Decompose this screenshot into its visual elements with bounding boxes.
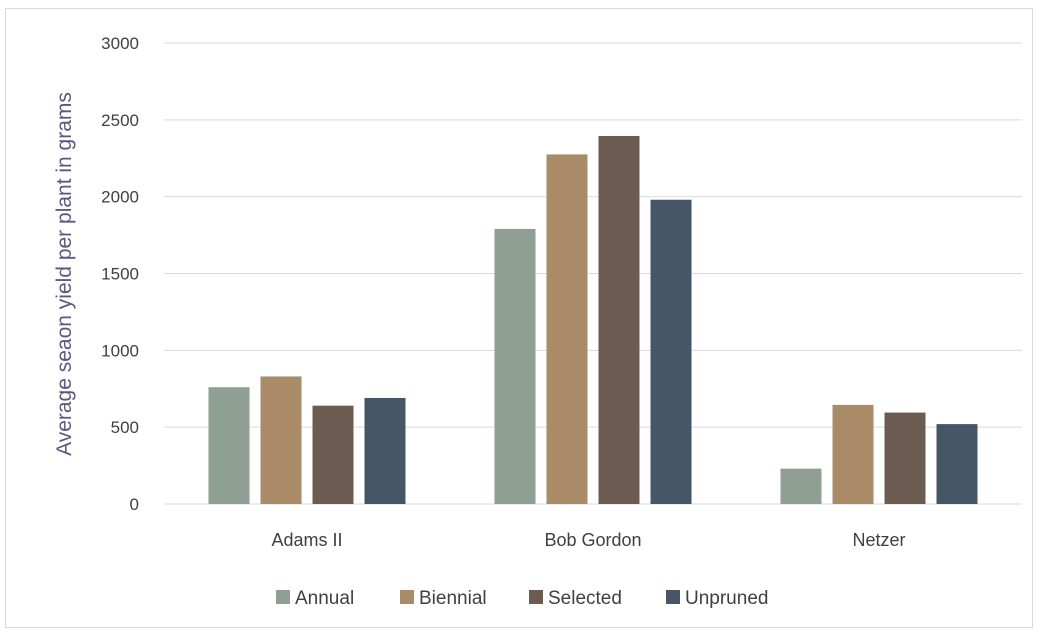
bar-biennial-netzer (832, 404, 874, 504)
legend-swatch-selected (529, 590, 543, 604)
y-axis-title: Average seaon yield per plant in grams (53, 92, 76, 456)
x-category-label: Netzer (852, 530, 905, 550)
bar-annual-bob-gordon (494, 228, 536, 505)
x-category-label: Adams II (271, 530, 342, 550)
bar-biennial-adams-ii (260, 376, 302, 504)
bar-unpruned-adams-ii (364, 397, 406, 504)
y-tick-label: 2500 (101, 111, 139, 130)
bar-annual-netzer (780, 468, 822, 504)
legend-label-annual: Annual (295, 588, 354, 609)
y-tick-label: 500 (111, 418, 139, 437)
legend-swatch-annual (276, 590, 290, 604)
legend-label-unpruned: Unpruned (685, 588, 768, 609)
legend-swatch-unpruned (666, 590, 680, 604)
y-tick-label: 0 (130, 495, 139, 514)
y-tick-label: 3000 (101, 34, 139, 53)
bar-unpruned-netzer (936, 424, 978, 504)
bar-biennial-bob-gordon (546, 154, 588, 505)
y-tick-label: 1500 (101, 265, 139, 284)
y-axis-ticks: 0 500 1000 1500 2000 2500 3000 (101, 34, 139, 514)
bar-annual-adams-ii (208, 387, 250, 504)
x-axis-categories: Adams II Bob Gordon Netzer (271, 530, 905, 550)
bar-selected-adams-ii (312, 405, 354, 504)
bar-selected-netzer (884, 412, 926, 504)
y-tick-label: 2000 (101, 188, 139, 207)
bar-selected-bob-gordon (598, 135, 640, 505)
gridlines (164, 42, 1022, 505)
x-category-label: Bob Gordon (544, 530, 641, 550)
legend-label-selected: Selected (548, 588, 622, 609)
legend-swatch-biennial (400, 590, 414, 604)
legend-label-biennial: Biennial (419, 588, 487, 609)
legend: Annual Biennial Selected Unpruned (276, 588, 768, 609)
bars (208, 135, 978, 505)
bar-unpruned-bob-gordon (650, 199, 692, 505)
y-tick-label: 1000 (101, 341, 139, 360)
